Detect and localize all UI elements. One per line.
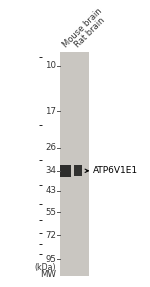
Text: 43: 43 <box>45 187 56 195</box>
Bar <box>74 166 82 176</box>
Text: ATP6V1E1: ATP6V1E1 <box>93 166 138 175</box>
Text: 17: 17 <box>45 107 56 116</box>
Text: 34: 34 <box>45 166 56 175</box>
Text: (kDa): (kDa) <box>35 263 56 272</box>
Text: 95: 95 <box>45 255 56 263</box>
Text: 26: 26 <box>45 143 56 152</box>
Bar <box>60 52 89 276</box>
Text: Rat brain: Rat brain <box>73 16 106 49</box>
Bar <box>60 164 71 177</box>
Text: 72: 72 <box>45 231 56 240</box>
Text: Mouse brain: Mouse brain <box>61 7 104 49</box>
Text: 55: 55 <box>45 208 56 217</box>
Text: MW: MW <box>40 270 56 279</box>
Text: 10: 10 <box>45 61 56 70</box>
